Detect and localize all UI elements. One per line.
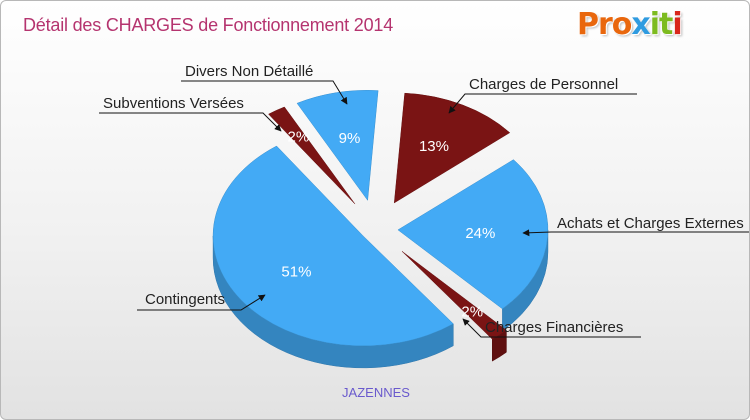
callout-leader-line bbox=[181, 80, 348, 105]
callout-leader-line bbox=[462, 318, 641, 338]
pie-slice[interactable] bbox=[393, 92, 511, 204]
callout-leader-line bbox=[522, 229, 749, 237]
callouts-layer: Charges de Personnel Achats et Charges Ex… bbox=[99, 63, 749, 338]
pie-slice[interactable] bbox=[296, 90, 379, 201]
chart-subtitle: JAZENNES bbox=[342, 385, 410, 400]
slice-category-label: Divers Non Détaillé bbox=[185, 63, 313, 80]
slice-percent-label: 24% bbox=[465, 225, 495, 242]
proxiti-logo[interactable]: Proxiti bbox=[577, 7, 683, 42]
slice-category-label: Contingents bbox=[145, 291, 225, 308]
slice-category-label: Charges de Personnel bbox=[469, 76, 618, 93]
slice-percent-label: 9% bbox=[339, 130, 361, 147]
slice-category-label: Charges Financières bbox=[485, 319, 623, 336]
slice-percent-label: 13% bbox=[419, 138, 449, 155]
chart-title: Détail des CHARGES de Fonctionnement 201… bbox=[23, 15, 394, 35]
slice-category-label: Achats et Charges Externes bbox=[557, 215, 744, 232]
logo-part: i bbox=[672, 7, 682, 42]
slice-percent-label: 2% bbox=[288, 129, 310, 146]
pie-slice[interactable] bbox=[212, 145, 454, 347]
callout-leader-line bbox=[448, 93, 637, 114]
callout-leader-line bbox=[137, 294, 266, 311]
logo-part: it bbox=[649, 7, 674, 42]
slices-layer bbox=[212, 90, 549, 369]
labels-layer: 13% 24% 2% 51% 2% 9% bbox=[281, 129, 495, 321]
callout-leader-line bbox=[99, 112, 282, 132]
logo-part: Pro bbox=[577, 7, 632, 42]
pie-slice[interactable] bbox=[401, 251, 507, 340]
pie-slice[interactable] bbox=[268, 106, 356, 205]
pie-slice[interactable] bbox=[397, 159, 549, 310]
slice-percent-label: 51% bbox=[281, 264, 311, 281]
slice-percent-label: 2% bbox=[461, 303, 483, 320]
slice-category-label: Subventions Versées bbox=[103, 95, 244, 112]
logo-part: x bbox=[631, 7, 650, 42]
